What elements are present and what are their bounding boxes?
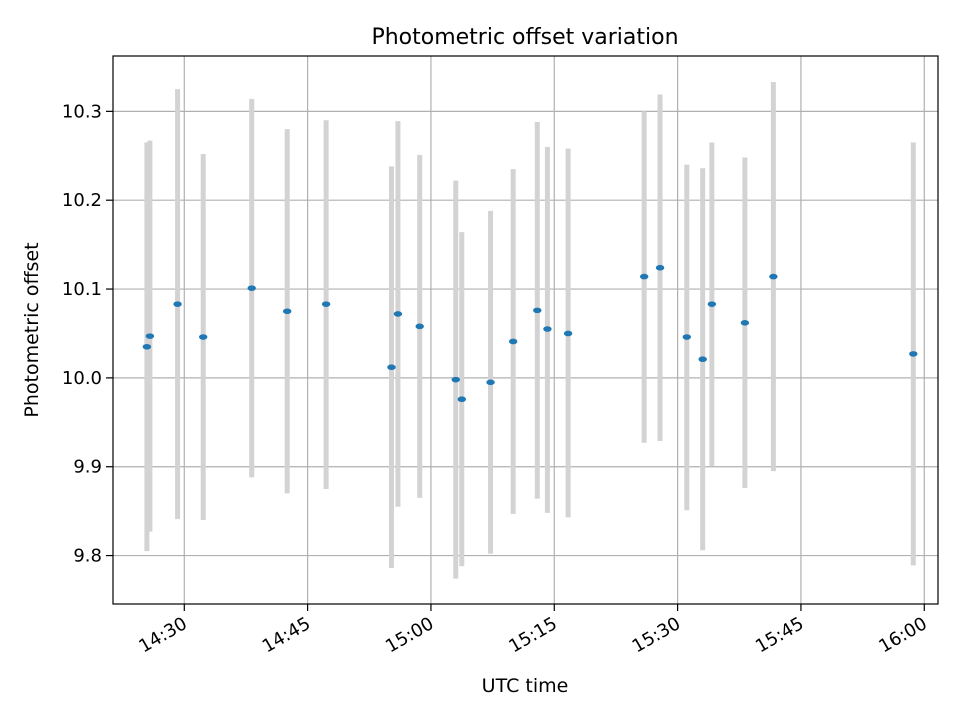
x-tick-label: 15:15 [505,613,560,657]
data-point [451,376,460,383]
data-point [387,364,396,371]
data-point [247,285,256,291]
data-point [533,307,542,314]
data-point [415,323,424,330]
data-point [698,356,707,363]
data-point [909,351,918,357]
plot-frame [112,55,939,605]
chart-title: Photometric offset variation [371,25,678,50]
data-point [393,311,403,317]
data-point [173,301,182,307]
y-tick-label: 10.1 [62,279,102,300]
data-point [486,379,495,386]
x-tick-label: 16:00 [875,613,930,657]
x-tick-label: 15:45 [752,613,807,657]
data-point [457,396,466,403]
y-tick-label: 9.8 [73,546,102,567]
x-tick-label: 15:30 [629,613,684,657]
y-axis-label: Photometric offset [21,242,43,417]
data-points [142,264,918,403]
y-axis: 9.8 9.9 10.0 10.1 10.2 10.3 [62,101,113,567]
data-point [707,301,717,307]
data-point [321,301,331,307]
data-point [543,326,552,332]
x-tick-label: 15:00 [382,613,437,657]
x-axis: 14:30 14:45 15:00 15:15 15:30 15:45 16:00 [135,604,931,657]
x-tick-label: 14:45 [259,613,314,657]
y-tick-label: 10.3 [62,101,102,122]
y-tick-label: 9.9 [73,457,102,478]
data-point [769,273,778,280]
data-point [508,338,518,345]
data-point [639,273,649,280]
data-point [740,320,750,326]
y-tick-label: 10.2 [62,190,102,211]
y-tick-label: 10.0 [62,368,102,389]
x-tick-label: 14:30 [135,613,190,657]
error-bars [144,82,916,579]
grid [113,56,938,604]
data-point [142,343,152,350]
data-point [563,330,573,337]
data-point [655,264,665,271]
data-point [145,333,155,339]
x-axis-label: UTC time [482,675,569,697]
data-point [682,334,691,340]
data-point [198,334,208,340]
data-point [282,308,292,315]
